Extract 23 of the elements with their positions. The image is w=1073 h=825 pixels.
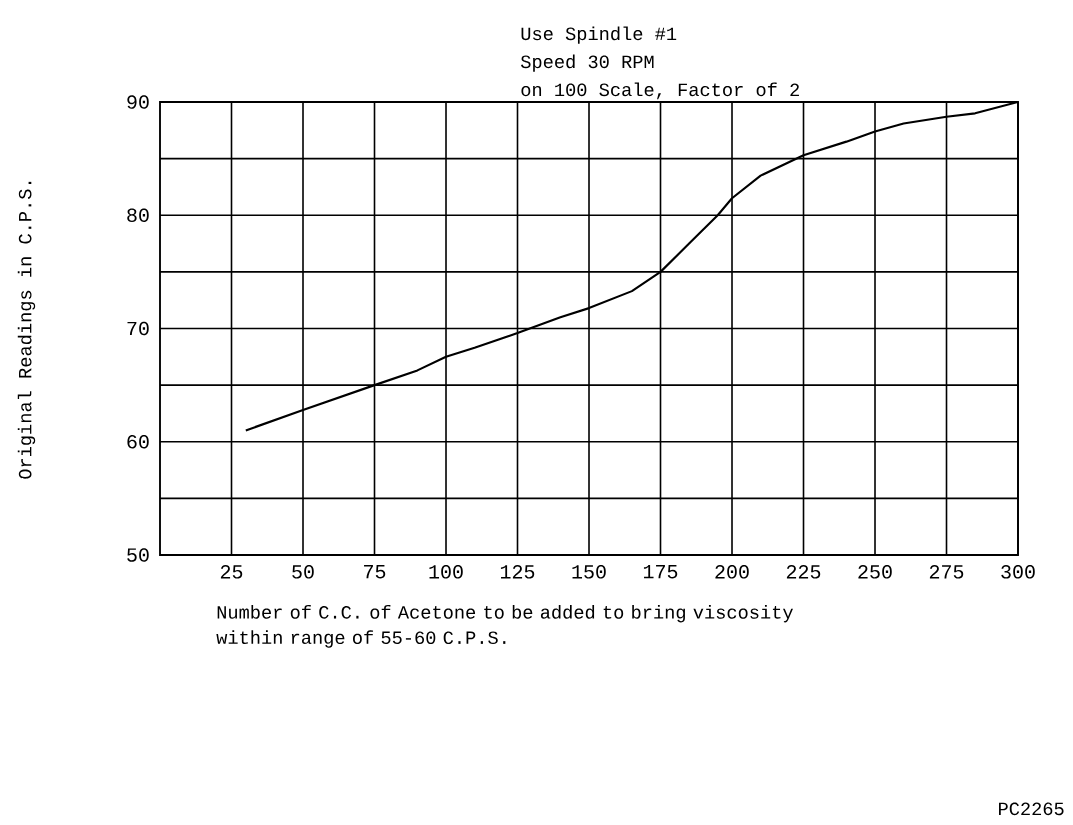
x-tick-label: 300	[1001, 565, 1035, 579]
x-tick-label: 275	[929, 565, 964, 579]
y-tick-label: 70	[127, 321, 149, 336]
x-tick-label: 125	[500, 565, 535, 579]
text: Speed 30 RPM	[520, 54, 654, 72]
x-tick-label: 75	[364, 565, 386, 579]
y-axis-title: Original Readings in C.P.S.	[17, 181, 36, 479]
x-tick-label: 50	[292, 565, 314, 579]
x-tick-label: 25	[220, 565, 243, 579]
x-tick-label: 100	[429, 565, 463, 579]
x-tick-label: 225	[786, 565, 821, 579]
x-tick-label: 200	[715, 565, 749, 579]
y-tick-label: 60	[127, 434, 149, 449]
x-tick-label: 250	[858, 565, 892, 579]
x-tick-label: 150	[572, 565, 606, 579]
y-tick-label: 80	[127, 208, 149, 223]
y-tick-label: 90	[127, 95, 149, 109]
x-axis-title: Number of C.C. of Acetone to be added to bring viscosity within range of 55-60 C.P.S.	[216, 605, 793, 648]
text: on 100 Scale, Factor of 2	[521, 82, 799, 100]
text: Use Spindle #1	[521, 26, 677, 44]
y-tick-label: 50	[127, 548, 149, 562]
text: PC2265	[999, 802, 1064, 816]
x-tick-label: 175	[643, 565, 678, 579]
